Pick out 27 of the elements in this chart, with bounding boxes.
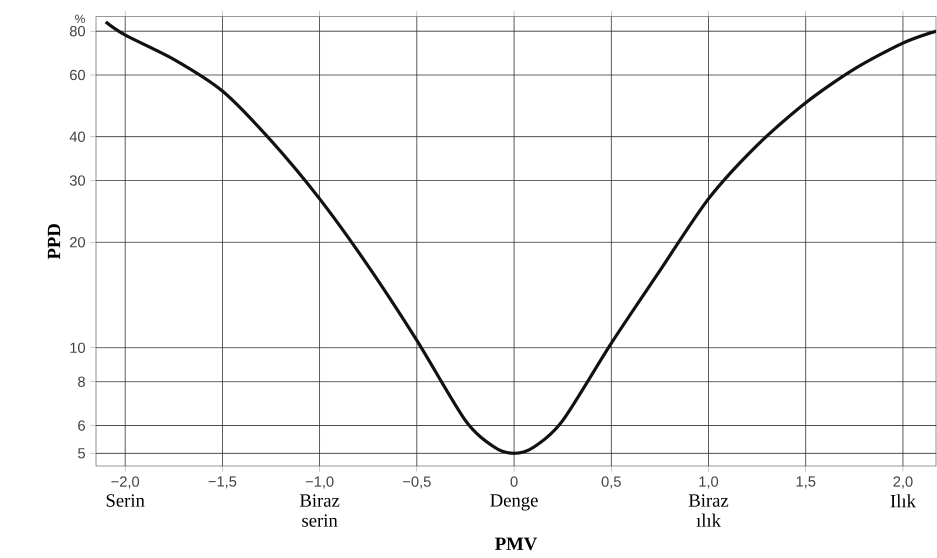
x-tick-label: −1,5 <box>208 476 236 488</box>
x-tick-label: −0,5 <box>403 476 431 489</box>
y-tick-label: 6 <box>78 420 85 431</box>
x-tick-label: 0,5 <box>602 476 621 489</box>
x-axis-title: PMV <box>495 538 538 550</box>
y-tick-label: 30 <box>70 175 86 186</box>
text: Biraz ılık <box>688 494 728 527</box>
line-series <box>104 20 936 455</box>
x-tick-label: 1,0 <box>699 476 718 489</box>
y-tick-label: 10 <box>70 342 86 353</box>
x-tick-label: −2,0 <box>111 476 140 489</box>
text: Denge <box>490 494 538 511</box>
x-tick-label: 1,5 <box>796 476 816 488</box>
y-tick-label: 40 <box>70 132 86 142</box>
text: Ilık <box>890 494 916 508</box>
text: Biraz serin <box>300 494 340 527</box>
text: % <box>75 14 85 24</box>
y-tick-label: 5 <box>78 448 85 458</box>
y-tick-label: 8 <box>78 376 85 387</box>
y-tick-label: 20 <box>70 237 86 248</box>
y-axis-title: PPD <box>48 224 60 260</box>
x-tick-label: 2,0 <box>893 476 913 489</box>
y-tick-label: 60 <box>70 70 86 80</box>
y-tick-label: 80 <box>70 26 86 36</box>
text: Serin <box>106 494 145 507</box>
x-tick-label: 0 <box>510 476 518 487</box>
x-tick-label: −1,0 <box>306 476 334 489</box>
